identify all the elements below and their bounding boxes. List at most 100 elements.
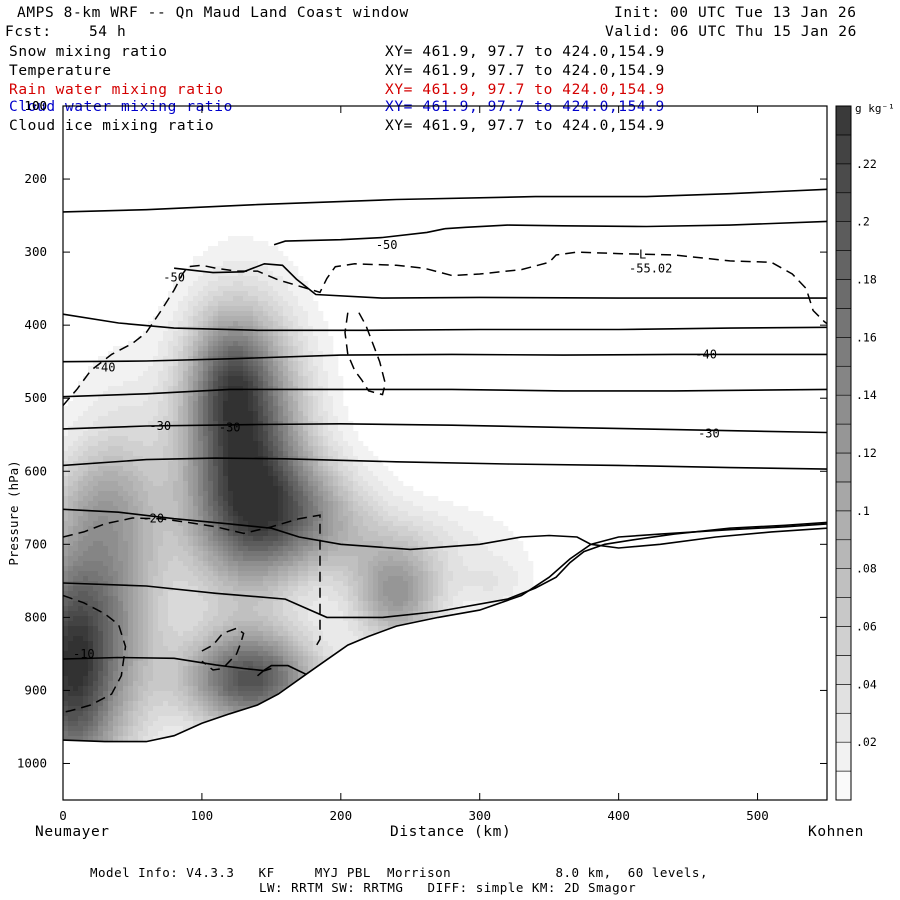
snow-cell [358, 516, 364, 522]
snow-cell [68, 641, 74, 647]
snow-cell [173, 641, 179, 647]
snow-cell [243, 521, 249, 527]
snow-cell [178, 536, 184, 542]
snow-cell [138, 631, 144, 637]
snow-cell [378, 581, 384, 587]
snow-cell [203, 446, 209, 452]
snow-cell [143, 586, 149, 592]
snow-cell [213, 331, 219, 337]
snow-cell [193, 491, 199, 497]
snow-cell [313, 411, 319, 417]
snow-cell [113, 506, 119, 512]
snow-cell [458, 541, 464, 547]
snow-cell [143, 386, 149, 392]
snow-cell [318, 346, 324, 352]
snow-cell [298, 416, 304, 422]
snow-cell [188, 356, 194, 362]
snow-cell [268, 491, 274, 497]
snow-cell [213, 251, 219, 257]
snow-cell [263, 506, 269, 512]
snow-cell [63, 611, 69, 617]
snow-cell [253, 271, 259, 277]
snow-cell [283, 296, 289, 302]
snow-cell [308, 436, 314, 442]
snow-cell [248, 406, 254, 412]
snow-cell [418, 596, 424, 602]
snow-cell [108, 521, 114, 527]
snow-cell [458, 576, 464, 582]
snow-cell [78, 646, 84, 652]
snow-cell [333, 416, 339, 422]
snow-cell [198, 346, 204, 352]
snow-cell [278, 631, 284, 637]
snow-cell [203, 276, 209, 282]
snow-cell [88, 546, 94, 552]
snow-cell [168, 336, 174, 342]
snow-cell [198, 546, 204, 552]
snow-cell [193, 361, 199, 367]
snow-cell [198, 601, 204, 607]
snow-cell [298, 291, 304, 297]
snow-cell [168, 291, 174, 297]
snow-cell [513, 546, 519, 552]
snow-cell [133, 541, 139, 547]
snow-cell [293, 631, 299, 637]
snow-cell [233, 511, 239, 517]
snow-cell [328, 381, 334, 387]
snow-cell [383, 531, 389, 537]
snow-cell [148, 626, 154, 632]
snow-cell [123, 526, 129, 532]
snow-cell [83, 436, 89, 442]
snow-cell [168, 631, 174, 637]
snow-cell [418, 516, 424, 522]
snow-cell [78, 446, 84, 452]
snow-cell [153, 536, 159, 542]
snow-cell [148, 501, 154, 507]
snow-cell [268, 571, 274, 577]
snow-cell [183, 581, 189, 587]
snow-cell [108, 436, 114, 442]
snow-cell [233, 541, 239, 547]
snow-cell [238, 496, 244, 502]
snow-cell [263, 501, 269, 507]
snow-cell [463, 571, 469, 577]
snow-cell [368, 456, 374, 462]
snow-cell [398, 481, 404, 487]
snow-cell [253, 281, 259, 287]
snow-cell [293, 381, 299, 387]
snow-cell [303, 476, 309, 482]
snow-cell [143, 546, 149, 552]
snow-cell [148, 521, 154, 527]
snow-cell [343, 506, 349, 512]
snow-cell [178, 646, 184, 652]
snow-cell [138, 591, 144, 597]
snow-cell [213, 426, 219, 432]
snow-cell [243, 546, 249, 552]
snow-cell [173, 281, 179, 287]
snow-cell [438, 546, 444, 552]
snow-cell [423, 536, 429, 542]
snow-cell [138, 536, 144, 542]
snow-cell [118, 566, 124, 572]
snow-cell [208, 261, 214, 267]
snow-cell [238, 391, 244, 397]
snow-cell [118, 406, 124, 412]
snow-cell [238, 566, 244, 572]
snow-cell [123, 541, 129, 547]
snow-cell [248, 321, 254, 327]
snow-cell [203, 286, 209, 292]
snow-cell [398, 601, 404, 607]
snow-cell [228, 286, 234, 292]
snow-cell [273, 356, 279, 362]
snow-cell [228, 366, 234, 372]
snow-cell [253, 336, 259, 342]
snow-cell [268, 296, 274, 302]
snow-cell [193, 441, 199, 447]
snow-cell [308, 341, 314, 347]
snow-cell [198, 296, 204, 302]
snow-cell [83, 561, 89, 567]
snow-cell [238, 446, 244, 452]
snow-cell [373, 461, 379, 467]
snow-cell [258, 341, 264, 347]
snow-cell [358, 576, 364, 582]
